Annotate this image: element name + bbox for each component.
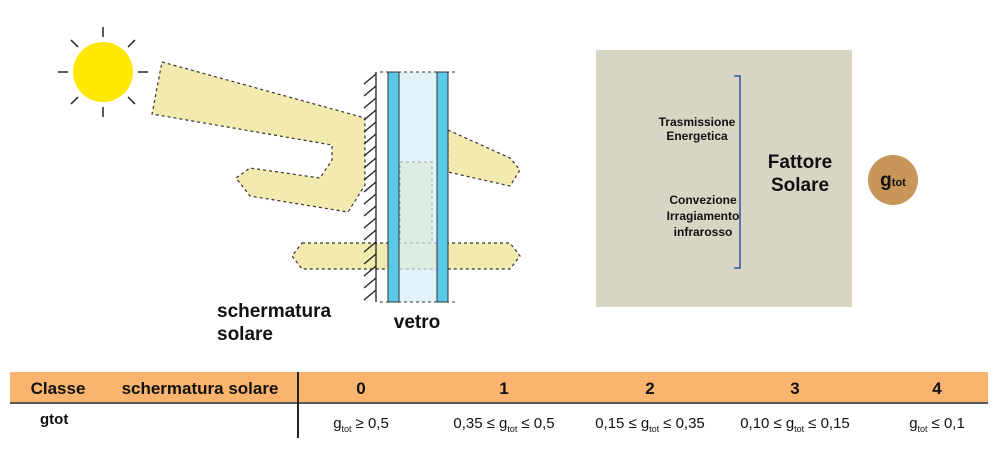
solar-factor-label: Fattore Solare bbox=[768, 152, 832, 196]
shading-label-line: solare bbox=[217, 324, 273, 345]
symbol: g bbox=[499, 415, 507, 432]
label-line: Energetica bbox=[666, 129, 728, 143]
symbol: g bbox=[786, 415, 794, 432]
transmission-label: Trasmissione Energetica bbox=[659, 115, 736, 143]
cell-text: ≤ 0,1 bbox=[932, 415, 965, 432]
cell-text: 0,35 ≤ bbox=[453, 415, 495, 432]
cell-text: ≤ 0,35 bbox=[663, 415, 705, 432]
sun bbox=[58, 27, 148, 117]
glass bbox=[380, 71, 458, 303]
subscript: tot bbox=[342, 424, 353, 434]
table-cell: 0,10 ≤ gtot ≤ 0,15 bbox=[740, 415, 850, 434]
header-cell: 4 bbox=[932, 379, 942, 398]
label-line: Irragiamento bbox=[667, 209, 740, 223]
table-cell: gtot ≥ 0,5 bbox=[333, 415, 389, 434]
header-cell: 3 bbox=[790, 379, 799, 398]
subscript: tot bbox=[794, 424, 805, 434]
header-cell: Classe bbox=[31, 379, 86, 398]
symbol: g bbox=[880, 170, 892, 191]
cell-text: ≥ 0,5 bbox=[356, 415, 389, 432]
label-line: Solare bbox=[771, 175, 829, 196]
badge bbox=[868, 155, 918, 205]
badge-label: gtot bbox=[880, 170, 906, 191]
table-cell: 0,35 ≤ gtot ≤ 0,5 bbox=[453, 415, 554, 434]
header-cell: schermatura solare bbox=[122, 379, 279, 398]
convection-label: Convezione Irragiamento infrarosso bbox=[667, 193, 740, 239]
header-cell: 2 bbox=[645, 379, 654, 398]
cell-text: ≤ 0,5 bbox=[521, 415, 554, 432]
shading-label-line: schermatura bbox=[217, 301, 331, 322]
shading-label: schermatura solare bbox=[217, 301, 331, 345]
bracket bbox=[734, 75, 741, 269]
subscript: tot bbox=[892, 177, 906, 189]
factor-box bbox=[596, 50, 852, 307]
glass-label: vetro bbox=[394, 312, 440, 333]
symbol: g bbox=[641, 415, 649, 432]
subscript: tot bbox=[918, 424, 929, 434]
symbol: g bbox=[909, 415, 917, 432]
label-line: Convezione bbox=[669, 193, 737, 207]
label-line: Fattore bbox=[768, 152, 832, 173]
energy-flows bbox=[151, 61, 521, 270]
table-cell: gtot ≤ 0,1 bbox=[909, 415, 965, 434]
header-cell: 1 bbox=[499, 379, 508, 398]
header-cell: 0 bbox=[356, 379, 365, 398]
symbol: g bbox=[333, 415, 341, 432]
label-line: infrarosso bbox=[674, 225, 733, 239]
subscript: tot bbox=[649, 424, 660, 434]
subscript: tot bbox=[507, 424, 518, 434]
cell-text: 0,10 ≤ bbox=[740, 415, 782, 432]
cell-text: ≤ 0,15 bbox=[808, 415, 850, 432]
shading-hatch bbox=[363, 72, 377, 302]
table-header bbox=[10, 372, 988, 402]
cell-text: 0,15 ≤ bbox=[595, 415, 637, 432]
row-label: gtot bbox=[40, 411, 68, 428]
label-line: Trasmissione bbox=[659, 115, 736, 129]
table-cell: 0,15 ≤ gtot ≤ 0,35 bbox=[595, 415, 705, 434]
